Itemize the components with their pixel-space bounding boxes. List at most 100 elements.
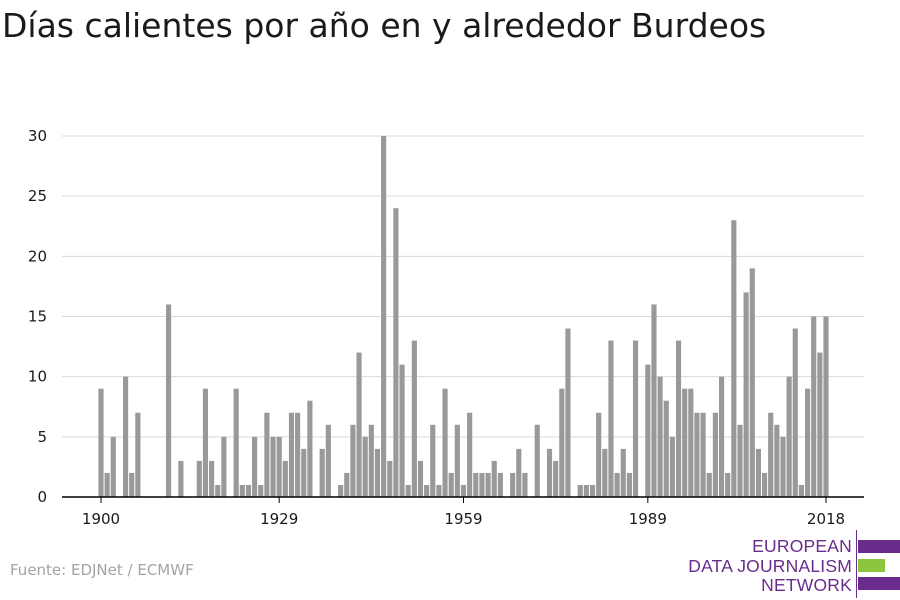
- bar: [620, 448, 626, 497]
- bar: [786, 376, 792, 497]
- bar: [651, 304, 657, 497]
- bar: [682, 388, 688, 497]
- bar: [215, 484, 221, 497]
- x-tick-label: 1989: [629, 510, 667, 528]
- y-tick-label: 5: [37, 428, 47, 446]
- bar: [270, 436, 276, 497]
- bar: [356, 352, 362, 497]
- bar: [448, 472, 454, 497]
- bar: [135, 412, 141, 497]
- gridlines: [62, 135, 864, 438]
- bars: [98, 136, 829, 497]
- bar: [178, 460, 184, 497]
- bar: [596, 412, 602, 497]
- logo-bar-middle: [858, 559, 885, 572]
- bar: [774, 424, 780, 497]
- bar: [749, 268, 755, 497]
- bar: [497, 472, 503, 497]
- y-tick-label: 25: [28, 187, 47, 205]
- bar: [546, 448, 553, 497]
- bar: [780, 436, 786, 497]
- bar: [731, 220, 737, 497]
- bar: [553, 460, 559, 497]
- bar: [288, 412, 295, 497]
- bar: [166, 304, 172, 497]
- bar: [473, 472, 479, 497]
- bar: [325, 424, 331, 497]
- bar: [264, 412, 270, 497]
- bar: [276, 436, 282, 497]
- bar: [823, 316, 829, 497]
- bar: [688, 388, 694, 497]
- y-tick-label: 15: [28, 308, 47, 326]
- bar: [196, 460, 202, 497]
- bar: [209, 460, 215, 497]
- bar: [522, 472, 528, 497]
- bar: [663, 400, 669, 497]
- bar: [454, 424, 460, 497]
- bar: [424, 484, 430, 497]
- bar: [368, 424, 374, 497]
- bar: [381, 136, 387, 497]
- x-tick-label: 1959: [444, 510, 482, 528]
- bar: [577, 484, 583, 497]
- bar: [399, 364, 405, 497]
- y-tick-label: 20: [28, 247, 47, 265]
- bar: [608, 340, 614, 497]
- bar: [712, 412, 718, 497]
- y-tick-label: 30: [28, 127, 47, 145]
- bar: [737, 424, 743, 497]
- bar: [258, 484, 264, 497]
- bar: [307, 400, 313, 497]
- chart-title: Días calientes por año en y alrededor Bu…: [2, 6, 767, 45]
- bar: [743, 292, 749, 497]
- bar: [614, 472, 620, 497]
- bar: [442, 388, 448, 497]
- bar: [295, 412, 301, 497]
- bar: [233, 388, 239, 497]
- bar: [811, 316, 817, 497]
- bar: [319, 448, 325, 497]
- bar: [110, 436, 116, 497]
- edjnet-logo[interactable]: EUROPEAN DATA JOURNALISM NETWORK: [688, 530, 900, 600]
- logo-line-3: NETWORK: [761, 575, 852, 595]
- logo-bar-bottom: [858, 577, 900, 590]
- bar: [467, 412, 473, 497]
- bar: [344, 472, 350, 497]
- bar: [589, 484, 596, 497]
- y-tick-label: 0: [37, 488, 47, 506]
- bar: [657, 376, 663, 497]
- bar: [534, 424, 540, 497]
- bar: [362, 436, 368, 497]
- bar: [632, 340, 639, 497]
- bar: [817, 352, 823, 497]
- bar: [123, 376, 129, 497]
- bar: [374, 448, 381, 497]
- bar: [393, 208, 399, 497]
- x-tick-label: 1929: [260, 510, 298, 528]
- bar: [583, 484, 589, 497]
- bar: [669, 436, 675, 497]
- bar: [706, 472, 712, 497]
- bar: [430, 424, 436, 497]
- bar: [798, 484, 804, 497]
- bar: [768, 412, 774, 497]
- bar: [104, 472, 110, 497]
- bar: [436, 484, 442, 497]
- source-note: Fuente: EDJNet / ECMWF: [10, 561, 194, 579]
- bar: [221, 436, 227, 497]
- bar: [602, 448, 608, 497]
- bar: [510, 472, 516, 497]
- bar: [725, 472, 731, 497]
- bar: [479, 472, 485, 497]
- logo-bar-top: [858, 540, 900, 553]
- bar: [700, 412, 706, 497]
- bar: [792, 328, 798, 497]
- logo-divider: [856, 530, 857, 598]
- bar: [411, 340, 417, 497]
- bar: [718, 376, 725, 497]
- bar: [202, 388, 209, 497]
- bar: [417, 460, 424, 497]
- bar: [645, 364, 651, 497]
- bar: [338, 484, 344, 497]
